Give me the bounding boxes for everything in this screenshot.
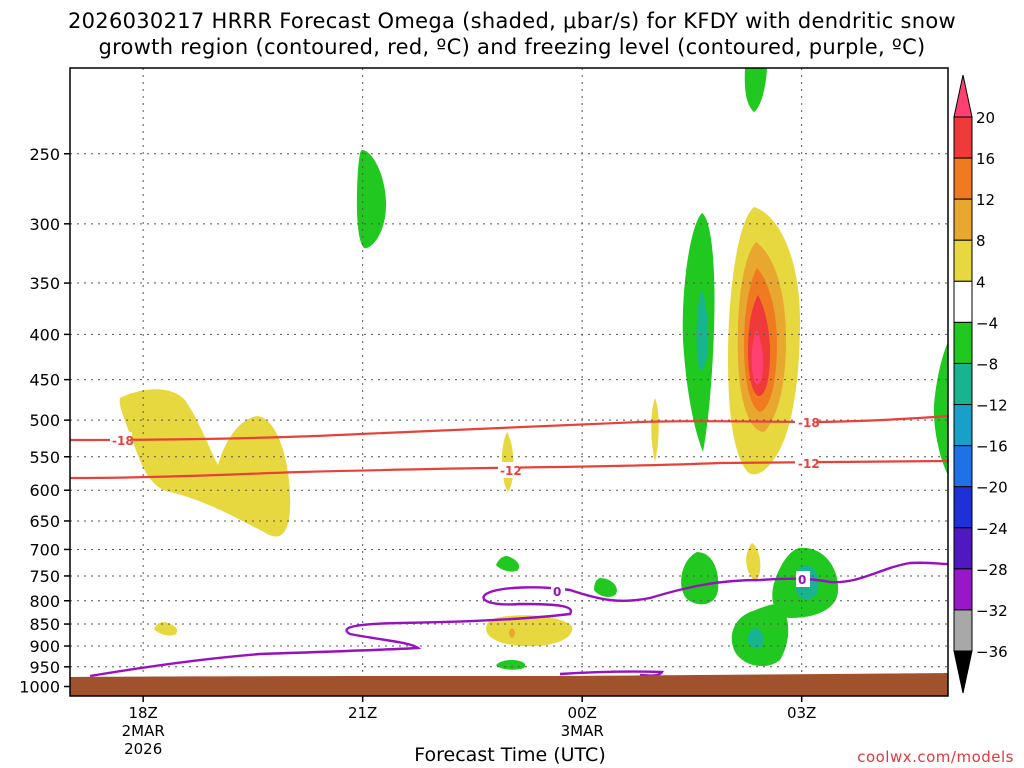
freezing-level-contour — [89, 561, 949, 678]
omega-area-sinking-4 — [356, 150, 386, 249]
chart-title: 2026030217 HRRR Forecast Omega (shaded, … — [0, 8, 1024, 60]
freezing-level-contour-low — [559, 670, 664, 677]
chart-title-line-1: 2026030217 HRRR Forecast Omega (shaded, … — [67, 9, 957, 33]
x-tick-label: 21Z — [348, 704, 377, 722]
y-tick-label: 500 — [29, 411, 60, 430]
y-tick-label: 400 — [29, 325, 60, 344]
y-axis-ticks: 250 300 350 400 450 500 550 600 650 700 750 800 850 9… — [19, 145, 70, 697]
omega-area-rising-20 — [751, 330, 764, 385]
y-tick-label: 700 — [29, 540, 60, 559]
y-tick-label: 850 — [29, 615, 60, 634]
colorbar-segment — [953, 445, 973, 488]
colorbar-label: −36 — [976, 643, 1008, 661]
colorbar-segment — [953, 198, 973, 241]
y-tick-label: 350 — [29, 274, 60, 293]
x-tick-date: 3MAR — [561, 722, 604, 740]
colorbar-label: 4 — [976, 273, 986, 291]
colorbar-label: −12 — [976, 397, 1008, 415]
omega-area-rising-8b — [509, 628, 515, 638]
ground-terrain — [70, 673, 948, 696]
y-tick-label: 900 — [29, 637, 60, 656]
x-tick-label: 18Z — [128, 704, 157, 722]
y-tick-label: 800 — [29, 592, 60, 611]
omega-area-sinking-4h — [496, 556, 520, 572]
freezing-level-contours: 0 0 — [89, 561, 949, 678]
colorbar-segment — [953, 321, 973, 364]
contour-label-bg — [795, 414, 817, 430]
colorbar-label: 12 — [976, 191, 995, 209]
colorbar-label: 8 — [976, 232, 986, 250]
omega-area-sinking-4j — [496, 660, 526, 670]
contour-label-bg — [796, 571, 810, 587]
omega-area-rising-4f — [746, 543, 761, 582]
colorbar-label: −8 — [976, 355, 998, 373]
omega-area-sinking-8c — [747, 628, 764, 649]
dgz-top-contour-minus18 — [69, 414, 949, 442]
x-tick-label: 00Z — [567, 704, 596, 722]
omega-area-rising-4d — [651, 398, 659, 462]
contour-label-bg — [551, 583, 565, 599]
colorbar-label: −16 — [976, 438, 1008, 456]
dgz-contours: -18 -18 -12 -12 — [69, 414, 949, 480]
chart-title-line-2: growth region (contoured, red, ºC) and f… — [98, 35, 926, 59]
colorbar-label: 20 — [976, 109, 995, 127]
dgz-bottom-contour-minus12 — [69, 459, 949, 480]
y-tick-label: 450 — [29, 371, 60, 390]
contour-label-bg — [110, 432, 132, 448]
contour-label-bg — [498, 462, 520, 478]
omega-area-rising-4 — [119, 389, 291, 537]
dgz-top-label-left: -18 — [112, 434, 134, 448]
colorbar-segment — [953, 568, 973, 611]
y-tick-label: 600 — [29, 481, 60, 500]
colorbar-segment — [953, 116, 973, 159]
colorbar-bottom-arrow — [953, 650, 973, 694]
freezing-label-left: 0 — [553, 585, 561, 599]
colorbar-segment — [953, 362, 973, 406]
omega-shading — [119, 68, 948, 670]
dgz-bottom-label-mid: -12 — [500, 464, 522, 478]
contour-label-bg — [795, 455, 817, 471]
colorbar: 20 16 12 8 4 −4 −8 −12 −16 −20 −24 −28 −32 −36 — [953, 74, 1008, 694]
colorbar-label: −24 — [976, 520, 1008, 538]
x-tick-date: 2MAR — [122, 722, 165, 740]
dgz-top-label-right: -18 — [798, 416, 820, 430]
source-credit: coolwx.com/models — [857, 748, 1014, 766]
colorbar-segment — [953, 527, 973, 570]
omega-area-sinking-4i — [594, 578, 617, 597]
colorbar-label: −20 — [976, 479, 1008, 497]
omega-area-sinking-4b — [744, 68, 767, 112]
colorbar-label: 16 — [976, 150, 995, 168]
colorbar-segment — [953, 280, 973, 323]
colorbar-segment — [953, 609, 973, 652]
colorbar-segment — [953, 404, 973, 447]
colorbar-label: −4 — [976, 314, 998, 332]
x-tick-year: 2026 — [124, 740, 162, 758]
y-tick-label: 300 — [29, 215, 60, 234]
x-tick-label: 03Z — [787, 704, 816, 722]
plot-frame — [69, 67, 949, 697]
freezing-label-right: 0 — [798, 573, 806, 587]
colorbar-segment — [953, 157, 973, 200]
colorbar-top-arrow — [953, 74, 973, 118]
colorbar-label: −28 — [976, 561, 1008, 579]
omega-area-sinking-8 — [696, 290, 709, 371]
y-tick-label: 650 — [29, 512, 60, 531]
omega-area-sinking-4e — [681, 552, 719, 605]
y-tick-label: 750 — [29, 567, 60, 586]
colorbar-label: −32 — [976, 602, 1008, 620]
y-tick-label: 250 — [29, 145, 60, 164]
y-tick-label: 1000 — [19, 678, 60, 697]
y-tick-label: 550 — [29, 448, 60, 467]
y-tick-label: 950 — [29, 658, 60, 677]
omega-area-sinking-4d — [933, 342, 948, 475]
colorbar-segment — [953, 486, 973, 529]
dgz-bottom-label-right: -12 — [798, 457, 820, 471]
omega-area-rising-4h — [154, 622, 178, 636]
omega-area-rising-4g — [486, 615, 573, 647]
colorbar-segment — [953, 239, 973, 282]
x-axis-label: Forecast Time (UTC) — [414, 744, 606, 766]
